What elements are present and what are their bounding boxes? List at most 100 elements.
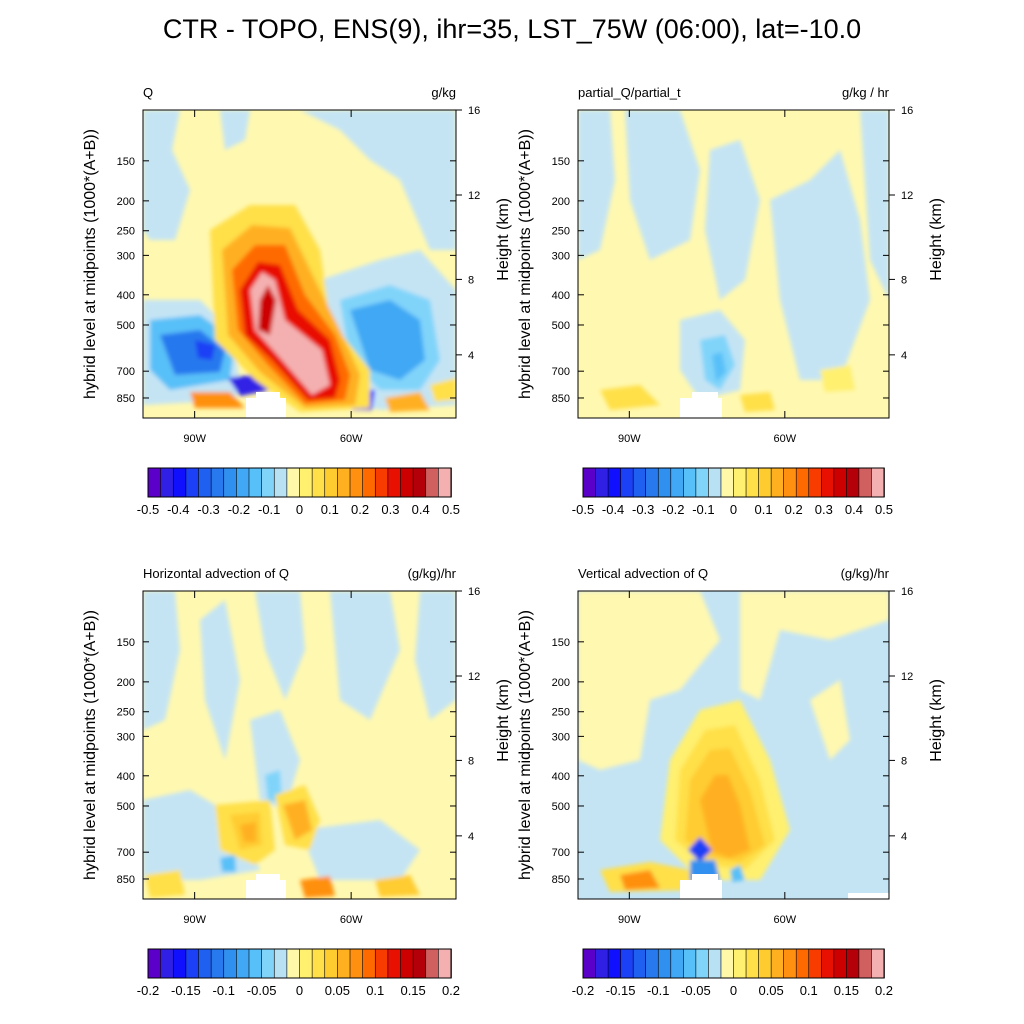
colorbar-swatch bbox=[708, 948, 722, 979]
panel-hadv bbox=[142, 590, 457, 900]
colorbar-swatch bbox=[147, 948, 162, 979]
colorbar-swatch bbox=[657, 467, 672, 498]
colorbar-label: -0.4 bbox=[602, 502, 624, 517]
colorbar-swatch bbox=[620, 467, 634, 498]
longitude-tick-label: 60W bbox=[774, 914, 797, 926]
colorbar-swatch bbox=[783, 948, 798, 979]
pressure-tick-label: 500 bbox=[117, 320, 135, 332]
colorbar-swatch bbox=[160, 467, 175, 498]
colorbar-label: -0.05 bbox=[681, 983, 711, 998]
pressure-tick-label: 200 bbox=[117, 677, 135, 689]
colorbar-label: 0.05 bbox=[758, 983, 783, 998]
right-axis-label: Height (km) bbox=[928, 679, 945, 762]
colorbar-swatch bbox=[261, 948, 276, 979]
colorbar-swatch bbox=[695, 948, 710, 979]
colorbar-label: 0.3 bbox=[815, 502, 833, 517]
pressure-tick-label: 150 bbox=[117, 156, 135, 168]
colorbar-label: 0.1 bbox=[800, 983, 818, 998]
colorbar-swatch bbox=[620, 948, 634, 979]
pressure-tick-label: 150 bbox=[552, 637, 570, 649]
longitude-tick-label: 90W bbox=[618, 914, 641, 926]
figure-title: CTR - TOPO, ENS(9), ihr=35, LST_75W (06:… bbox=[162, 14, 862, 44]
pressure-tick-label: 700 bbox=[117, 366, 135, 378]
colorbar-label: 0.2 bbox=[351, 502, 369, 517]
panel-q-title: Q bbox=[143, 85, 153, 100]
panel-hadv-title: Horizontal advection of Q bbox=[143, 566, 289, 581]
pressure-tick-label: 250 bbox=[552, 226, 570, 238]
colorbar-label: -0.3 bbox=[197, 502, 219, 517]
colorbar-label: -0.5 bbox=[572, 502, 594, 517]
pressure-tick-label: 200 bbox=[552, 677, 570, 689]
colorbar-swatch bbox=[273, 948, 288, 979]
colorbar-swatch bbox=[299, 467, 313, 498]
colorbar-label: 0.3 bbox=[381, 502, 399, 517]
colorbar-frame bbox=[582, 948, 885, 979]
colorbar-swatch bbox=[412, 467, 427, 498]
colorbar-label: 0 bbox=[296, 502, 303, 517]
height-tick-label: 12 bbox=[901, 671, 913, 683]
colorbar-swatch bbox=[582, 948, 597, 979]
colorbar-label: 0.5 bbox=[442, 502, 460, 517]
colorbar-label: -0.2 bbox=[662, 502, 684, 517]
colorbar-swatch bbox=[645, 948, 660, 979]
colorbar-swatch bbox=[438, 467, 452, 498]
colorbar-swatch bbox=[607, 948, 622, 979]
colorbar-label: -0.5 bbox=[137, 502, 159, 517]
colorbar-label: 0 bbox=[730, 502, 737, 517]
colorbar-swatch bbox=[185, 948, 200, 979]
colorbar-label: -0.2 bbox=[137, 983, 159, 998]
longitude-tick-label: 60W bbox=[774, 433, 797, 445]
panel-hadv-units: (g/kg)/hr bbox=[408, 566, 457, 581]
colorbar-swatch bbox=[632, 948, 647, 979]
height-tick-label: 16 bbox=[468, 105, 480, 117]
panel-vadv-units: (g/kg)/hr bbox=[841, 566, 890, 581]
panel-dqdt-contours bbox=[578, 110, 889, 418]
colorbar-swatch bbox=[273, 467, 288, 498]
colorbar-label: -0.3 bbox=[632, 502, 654, 517]
colorbar-swatch bbox=[858, 948, 873, 979]
colorbar-label: -0.2 bbox=[572, 983, 594, 998]
colorbar-swatch bbox=[362, 467, 377, 498]
height-tick-label: 12 bbox=[468, 671, 480, 683]
colorbar-label: 0.15 bbox=[400, 983, 425, 998]
colorbar-swatch bbox=[286, 467, 301, 498]
colorbar-swatch bbox=[400, 948, 414, 979]
colorbar-swatch bbox=[198, 467, 212, 498]
colorbar-label: -0.4 bbox=[167, 502, 189, 517]
colorbar-swatch bbox=[595, 948, 609, 979]
colorbar-swatch bbox=[670, 948, 685, 979]
pressure-tick-label: 150 bbox=[552, 156, 570, 168]
colorbar-label: -0.15 bbox=[606, 983, 636, 998]
colorbar-swatch bbox=[324, 948, 339, 979]
pressure-tick-label: 300 bbox=[552, 731, 570, 743]
colorbar-swatch bbox=[387, 467, 402, 498]
right-axis-label: Height (km) bbox=[928, 198, 945, 281]
colorbar-label: 0.15 bbox=[834, 983, 859, 998]
colorbar-swatch bbox=[708, 467, 722, 498]
colorbar-swatch bbox=[733, 467, 747, 498]
longitude-tick-label: 60W bbox=[340, 914, 363, 926]
colorbar-swatch bbox=[172, 467, 187, 498]
longitude-tick-label: 60W bbox=[340, 433, 363, 445]
colorbar-swatch bbox=[425, 467, 440, 498]
colorbar-swatch bbox=[683, 467, 697, 498]
colorbar-label: 0.2 bbox=[785, 502, 803, 517]
colorbar-label: -0.2 bbox=[228, 502, 250, 517]
colorbar-label: -0.1 bbox=[692, 502, 714, 517]
colorbar-swatch bbox=[438, 948, 452, 979]
colorbar-swatch bbox=[795, 948, 810, 979]
height-tick-label: 8 bbox=[468, 274, 474, 286]
colorbar-swatch bbox=[858, 467, 873, 498]
colorbar-label: -0.1 bbox=[647, 983, 669, 998]
pressure-tick-label: 700 bbox=[552, 847, 570, 859]
colorbar-swatch bbox=[745, 948, 760, 979]
panel-dqdt bbox=[577, 109, 890, 419]
right-axis-label: Height (km) bbox=[495, 679, 512, 762]
pressure-tick-label: 150 bbox=[117, 637, 135, 649]
colorbar-swatch bbox=[400, 467, 414, 498]
colorbar-swatch bbox=[349, 948, 364, 979]
colorbar-swatch bbox=[362, 948, 377, 979]
colorbar-swatch bbox=[595, 467, 609, 498]
colorbar-swatch bbox=[286, 948, 301, 979]
